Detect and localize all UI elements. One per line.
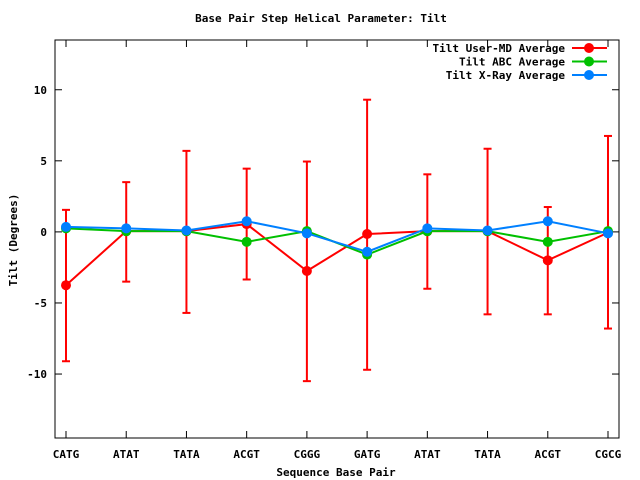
series-1-point bbox=[542, 255, 553, 266]
series-3-point bbox=[61, 221, 71, 232]
y-tick-label: 5 bbox=[40, 155, 47, 168]
x-tick-label: ACGT bbox=[233, 448, 260, 461]
series-1-point bbox=[61, 280, 71, 291]
series-1-point bbox=[301, 265, 312, 276]
series-3-point bbox=[121, 223, 132, 234]
series-1-line bbox=[65, 223, 609, 286]
series-2-point bbox=[241, 236, 252, 247]
y-tick-label: 0 bbox=[40, 226, 47, 239]
x-tick-label: CGCG bbox=[595, 448, 622, 461]
series-3-line bbox=[65, 220, 609, 253]
y-tick-label: 10 bbox=[34, 84, 47, 97]
series-3-point bbox=[482, 225, 493, 236]
legend-series-3-label: Tilt X-Ray Average bbox=[446, 69, 566, 82]
y-tick-label: -10 bbox=[27, 368, 47, 381]
plot-area: -10 -5 0 5 10 CATG ATAT TATA ACGT CGGG GATG ATAT TAT… bbox=[27, 39, 622, 461]
series-3-point bbox=[362, 246, 373, 257]
x-tick-label: ACGT bbox=[535, 448, 562, 461]
x-axis-label: Sequence Base Pair bbox=[276, 466, 396, 479]
x-tick-label: ATAT bbox=[414, 448, 441, 461]
chart-title: Base Pair Step Helical Parameter: Tilt bbox=[195, 12, 447, 25]
legend-series-2-marker bbox=[584, 56, 594, 67]
series-1-point bbox=[362, 229, 373, 240]
y-axis-label: Tilt (Degrees) bbox=[7, 194, 20, 287]
legend-series-1-marker bbox=[584, 43, 594, 53]
plot-frame bbox=[54, 39, 620, 439]
legend-series-2-label: Tilt ABC Average bbox=[459, 56, 565, 69]
y-tick-label: -5 bbox=[34, 297, 47, 310]
legend-series-1-label: Tilt User-MD Average bbox=[433, 42, 566, 55]
x-tick-label: GATG bbox=[354, 448, 381, 461]
series-3-point bbox=[181, 225, 192, 236]
x-tick-label: TATA bbox=[173, 448, 200, 461]
series-3-point bbox=[301, 228, 312, 239]
series-2-point bbox=[542, 236, 553, 247]
series-3-point bbox=[241, 216, 252, 227]
x-tick-label: CGGG bbox=[294, 448, 321, 461]
series-3-point bbox=[422, 223, 433, 234]
legend-series-3-marker bbox=[584, 70, 594, 80]
x-tick-label: ATAT bbox=[113, 448, 140, 461]
x-tick-label: CATG bbox=[53, 448, 80, 461]
series-3-point bbox=[603, 228, 613, 239]
series-3-point bbox=[542, 216, 553, 227]
x-tick-label: TATA bbox=[474, 448, 501, 461]
